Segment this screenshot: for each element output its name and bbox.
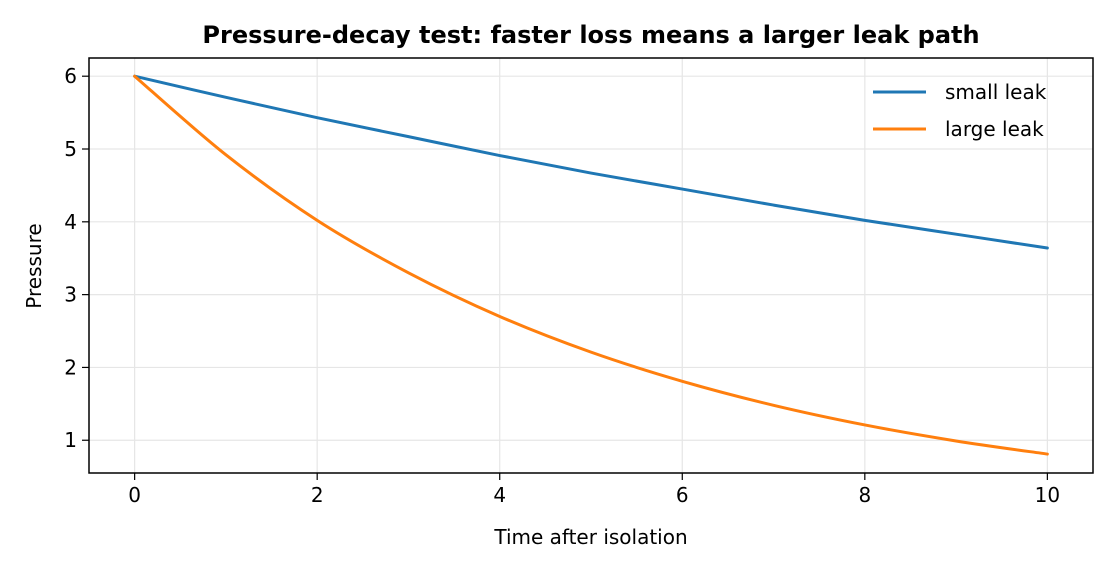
legend-label: small leak xyxy=(945,80,1047,104)
chart-title: Pressure-decay test: faster loss means a… xyxy=(202,21,979,49)
x-tick-label: 8 xyxy=(858,483,871,507)
y-axis-label: Pressure xyxy=(22,223,46,308)
x-tick-label: 0 xyxy=(128,483,141,507)
y-tick-label: 4 xyxy=(64,210,77,234)
legend-label: large leak xyxy=(945,117,1044,141)
y-tick-label: 2 xyxy=(64,355,77,379)
x-axis-label: Time after isolation xyxy=(493,525,687,549)
grid xyxy=(89,58,1093,473)
x-tick-label: 6 xyxy=(676,483,689,507)
series-layer xyxy=(133,74,1049,456)
series-line-0 xyxy=(133,74,1049,250)
x-tick-label: 2 xyxy=(311,483,324,507)
y-tick-label: 5 xyxy=(64,137,77,161)
y-tick-label: 1 xyxy=(64,428,77,452)
legend: small leak large leak xyxy=(873,80,1047,141)
y-tick-label: 6 xyxy=(64,64,77,88)
x-tick-label: 10 xyxy=(1035,483,1060,507)
x-tick-label: 4 xyxy=(493,483,506,507)
y-tick-label: 3 xyxy=(64,283,77,307)
plot-frame xyxy=(88,57,1094,474)
series-line-1 xyxy=(133,74,1049,456)
